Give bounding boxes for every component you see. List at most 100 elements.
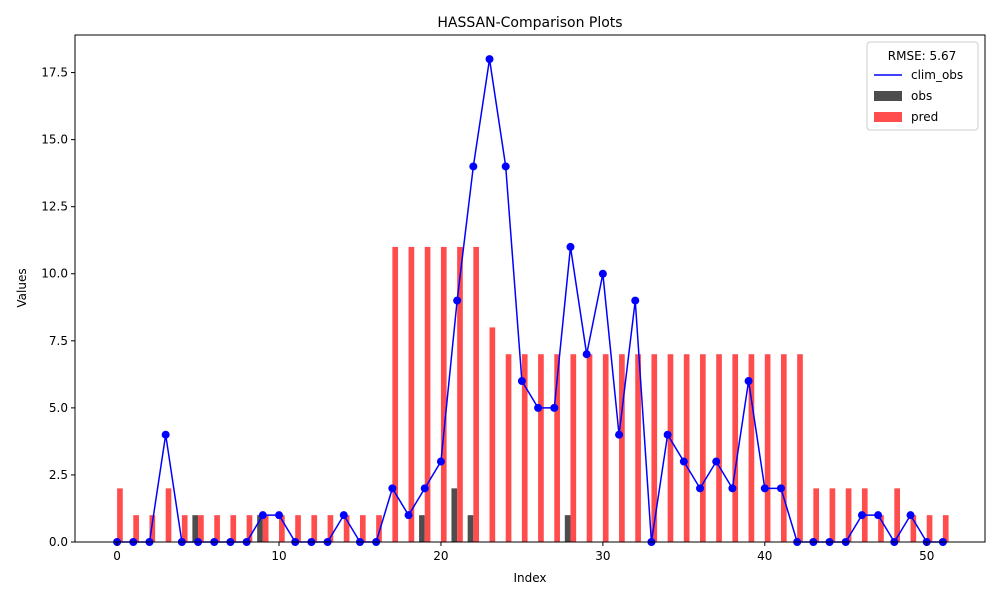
pred-bar: [473, 246, 479, 543]
clim-obs-point: [517, 377, 526, 386]
pred-bar: [117, 488, 123, 542]
clim-obs-point: [776, 484, 785, 493]
clim-obs-point: [631, 296, 640, 305]
clim-obs-point: [501, 162, 510, 171]
pred-bar: [392, 246, 399, 543]
pred-bar: [246, 515, 253, 542]
pred-bar: [133, 515, 139, 542]
pred-bar: [942, 515, 949, 542]
pred-bar: [457, 246, 463, 543]
legend-title: RMSE: 5.67: [888, 49, 956, 63]
pred-bar: [667, 354, 674, 542]
pred-bar: [700, 354, 706, 542]
pred-bar: [359, 515, 366, 542]
legend-obs-label: obs: [911, 89, 932, 103]
obs-bar: [419, 515, 425, 542]
clim-obs-point: [420, 484, 429, 493]
obs-bars: [192, 488, 571, 542]
legend-pred-swatch: [874, 112, 902, 122]
obs-bar: [467, 515, 474, 542]
pred-bar: [780, 354, 787, 542]
clim-obs-point: [615, 430, 624, 439]
clim-obs-point: [469, 162, 478, 171]
pred-bar: [797, 354, 803, 542]
x-tick-label: 50: [919, 549, 934, 563]
legend-box: [866, 41, 979, 131]
pred-bar: [376, 515, 382, 542]
pred-bar: [570, 354, 577, 542]
pred-bar: [748, 354, 755, 542]
pred-bar: [845, 488, 852, 542]
pred-bar: [910, 515, 917, 542]
pred-bar: [230, 515, 237, 542]
clim-obs-point: [906, 511, 915, 520]
pred-bar: [343, 515, 350, 542]
pred-bar: [878, 515, 884, 542]
pred-bar: [716, 354, 722, 542]
pred-bar: [554, 354, 560, 542]
clim-obs-point: [550, 403, 559, 412]
chart-title: HASSAN-Comparison Plots: [437, 15, 622, 31]
clim-obs-point: [534, 403, 543, 412]
obs-bar: [192, 515, 199, 542]
legend: RMSE: 5.67 clim_obs obs pred: [866, 41, 979, 131]
pred-bar: [586, 354, 593, 542]
clim-obs-point: [728, 484, 737, 493]
pred-bar: [262, 515, 269, 542]
clim-obs-point: [679, 457, 688, 466]
x-tick-label: 30: [595, 549, 610, 563]
pred-bar: [311, 515, 318, 542]
pred-bar: [181, 515, 188, 542]
x-axis: 0 10 20 30 40 50: [113, 542, 934, 563]
clim-obs-point: [598, 269, 607, 278]
y-tick-label: 12.5: [41, 200, 68, 214]
pred-bar: [295, 515, 301, 542]
legend-obs-swatch: [874, 91, 902, 101]
clim-obs-point: [161, 430, 170, 439]
pred-bar: [489, 327, 496, 542]
clim-obs-point: [566, 242, 575, 251]
pred-bar: [214, 515, 220, 542]
clim-obs-point: [712, 457, 721, 466]
obs-bar: [257, 515, 263, 542]
y-tick-label: 17.5: [41, 66, 68, 80]
x-tick-label: 10: [271, 549, 286, 563]
pred-bar: [327, 515, 334, 542]
x-tick-label: 40: [757, 549, 772, 563]
pred-bar: [602, 354, 609, 542]
obs-bar: [451, 488, 458, 542]
pred-bar: [521, 354, 528, 542]
clim-obs-point: [857, 511, 866, 520]
clim-obs-point: [874, 511, 883, 520]
clim-obs-point: [696, 484, 705, 493]
pred-bar: [440, 246, 447, 543]
clim-obs-point: [339, 511, 348, 520]
y-tick-label: 15.0: [41, 133, 68, 147]
pred-bar: [894, 488, 900, 542]
pred-bars: [117, 246, 949, 543]
x-tick-label: 20: [433, 549, 448, 563]
x-tick-label: 0: [113, 549, 121, 563]
y-tick-label: 10.0: [41, 267, 68, 281]
clim-obs-point: [404, 511, 413, 520]
pred-bar: [635, 354, 641, 542]
y-axis-title: Values: [15, 268, 29, 307]
legend-clim-obs-label: clim_obs: [911, 68, 963, 82]
pred-bar: [926, 515, 933, 542]
y-tick-label: 5.0: [49, 401, 68, 415]
pred-bar: [149, 515, 156, 542]
clim-obs-point: [663, 430, 672, 439]
y-axis: 0.0 2.5 5.0 7.5 10.0 12.5 15.0 17.5: [41, 66, 75, 549]
clim-obs-point: [760, 484, 769, 493]
clim-obs-point: [453, 296, 462, 305]
pred-bar: [829, 488, 836, 542]
clim-obs-point: [388, 484, 397, 493]
pred-bar: [165, 488, 172, 542]
pred-bar: [198, 515, 204, 542]
pred-bar: [538, 354, 544, 542]
pred-bar: [619, 354, 625, 542]
pred-bar: [732, 354, 739, 542]
y-tick-label: 2.5: [49, 468, 68, 482]
obs-bar: [564, 515, 571, 542]
clim-obs-point: [582, 350, 591, 359]
